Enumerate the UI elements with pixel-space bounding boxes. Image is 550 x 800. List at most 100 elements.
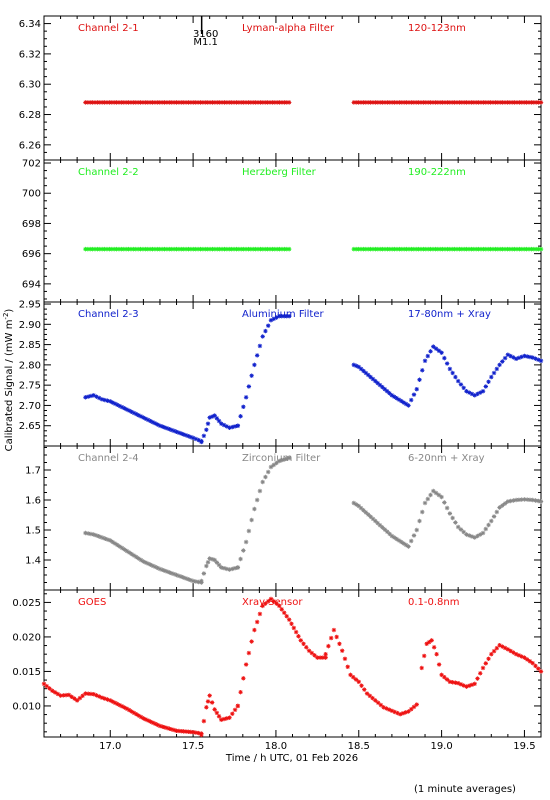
data-point xyxy=(428,349,433,354)
data-point xyxy=(105,398,110,403)
data-point xyxy=(522,246,527,252)
data-point xyxy=(252,627,257,633)
panel-frame xyxy=(43,445,542,591)
data-point xyxy=(209,557,215,562)
data-point xyxy=(433,246,438,252)
data-point xyxy=(439,494,444,500)
data-point xyxy=(422,653,427,659)
data-point xyxy=(153,721,158,726)
data-point xyxy=(370,246,376,252)
data-point xyxy=(97,246,102,252)
data-point xyxy=(491,370,497,376)
data-point xyxy=(475,533,480,539)
data-point xyxy=(469,682,475,687)
data-point xyxy=(212,413,217,418)
data-point xyxy=(511,498,516,503)
data-point xyxy=(126,100,131,105)
data-point xyxy=(183,433,189,438)
data-point xyxy=(442,500,447,505)
data-point xyxy=(533,498,538,503)
data-point xyxy=(403,710,408,715)
data-point xyxy=(148,562,153,567)
y-tick-label: 0.025 xyxy=(12,598,41,609)
event-marker-label-bottom: M1.1 xyxy=(193,37,218,48)
data-point xyxy=(141,559,146,564)
data-point xyxy=(282,457,287,462)
data-point xyxy=(231,100,237,105)
data-point xyxy=(150,100,155,105)
data-point xyxy=(148,418,153,424)
y-tick-label: 2.85 xyxy=(19,340,41,351)
data-point xyxy=(358,100,364,105)
data-point xyxy=(199,578,204,584)
data-point xyxy=(171,571,177,577)
data-point xyxy=(413,100,419,105)
data-point xyxy=(193,246,198,252)
data-point xyxy=(205,100,210,105)
data-point xyxy=(115,402,120,408)
data-point xyxy=(454,246,460,252)
data-point xyxy=(533,663,538,669)
data-point xyxy=(219,100,225,105)
data-point xyxy=(236,246,242,252)
data-point xyxy=(229,100,234,105)
data-point xyxy=(260,334,265,339)
data-point xyxy=(485,246,491,252)
data-point xyxy=(284,246,289,252)
data-point xyxy=(230,711,235,716)
data-point xyxy=(422,358,428,364)
data-point xyxy=(214,416,220,421)
y-tick-label: 1.4 xyxy=(25,556,41,567)
data-point xyxy=(275,246,280,252)
data-point xyxy=(286,100,292,105)
data-point xyxy=(396,397,402,402)
data-point xyxy=(469,534,475,539)
data-point xyxy=(266,323,271,328)
panel-frame xyxy=(43,589,542,738)
data-point xyxy=(162,246,167,252)
data-point xyxy=(136,556,141,561)
x-tick-label: 19.0 xyxy=(430,741,452,752)
data-point xyxy=(66,692,72,698)
data-point xyxy=(490,100,496,105)
data-point xyxy=(437,100,443,105)
data-point xyxy=(122,547,127,552)
data-point xyxy=(69,694,74,699)
data-point xyxy=(502,645,508,651)
band-label: 190-222nm xyxy=(408,167,466,178)
data-point xyxy=(516,355,522,361)
data-point xyxy=(190,729,196,735)
data-point xyxy=(436,662,442,667)
data-point xyxy=(286,617,292,622)
data-point xyxy=(406,246,412,252)
data-point xyxy=(248,100,254,105)
panel-3: 2.65 2.70 2.75 2.80 2.85 2.90 2.95 Channel 2-3 A… xyxy=(19,300,544,447)
data-point xyxy=(358,366,364,372)
data-point xyxy=(440,246,445,252)
data-point xyxy=(434,651,439,657)
data-point xyxy=(400,711,406,716)
data-point xyxy=(488,100,493,105)
y-axis-title: Calibrated Signal / (mW m-2) xyxy=(2,309,15,452)
data-point xyxy=(205,421,211,426)
data-point xyxy=(351,362,356,368)
data-point xyxy=(143,416,148,421)
data-point xyxy=(351,674,356,680)
y-axis-title-tail: ) xyxy=(4,309,15,313)
data-point xyxy=(442,355,447,361)
data-point xyxy=(169,727,174,732)
data-point xyxy=(230,566,235,572)
data-point xyxy=(114,100,119,105)
data-point xyxy=(183,100,189,105)
data-point xyxy=(204,563,209,569)
data-point xyxy=(195,100,201,105)
data-point xyxy=(435,246,440,252)
data-point xyxy=(277,603,282,609)
data-point xyxy=(183,729,189,734)
data-point xyxy=(50,688,55,693)
data-point xyxy=(147,246,153,252)
data-point xyxy=(235,703,241,709)
data-point xyxy=(392,709,397,715)
data-series xyxy=(83,246,544,252)
data-point xyxy=(224,100,230,105)
